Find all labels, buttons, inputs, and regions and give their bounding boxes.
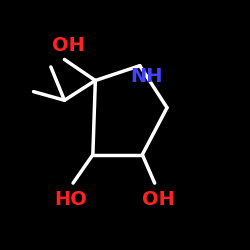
Text: HO: HO [54, 190, 87, 209]
Text: OH: OH [52, 36, 84, 56]
Text: NH: NH [130, 67, 162, 86]
Text: OH: OH [142, 190, 175, 209]
